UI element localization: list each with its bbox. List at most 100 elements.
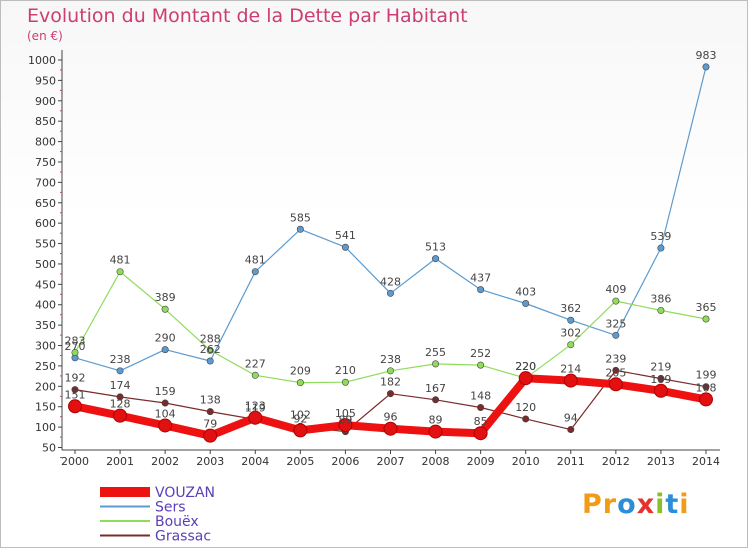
point-sers xyxy=(161,346,169,354)
point-vouzan xyxy=(68,399,82,414)
y-tick-label: 100 xyxy=(35,421,56,434)
point-grassac xyxy=(161,399,169,407)
data-label-grassac: 167 xyxy=(425,382,446,395)
x-tick-label: 2000 xyxy=(61,455,89,468)
point-grassac xyxy=(432,396,440,404)
point-grassac xyxy=(206,408,214,416)
point-grassac xyxy=(71,386,79,394)
y-tick-label: 250 xyxy=(35,360,56,373)
x-tick-label: 2010 xyxy=(512,455,540,468)
data-label-bou-x: 386 xyxy=(650,292,671,305)
data-label-bou-x: 220 xyxy=(515,360,536,373)
data-label-sers: 437 xyxy=(470,272,491,285)
data-label-grassac: 148 xyxy=(470,390,491,403)
point-bou-x xyxy=(341,378,349,386)
data-label-sers: 290 xyxy=(155,332,176,345)
point-sers xyxy=(341,243,349,251)
data-label-sers: 262 xyxy=(200,343,221,356)
x-tick-label: 2006 xyxy=(331,455,359,468)
x-tick-label: 2003 xyxy=(196,455,224,468)
data-label-sers: 270 xyxy=(65,340,86,353)
point-sers xyxy=(116,367,124,375)
point-vouzan xyxy=(698,392,713,407)
point-bou-x xyxy=(251,371,259,379)
point-sers xyxy=(567,316,575,324)
data-label-bou-x: 227 xyxy=(245,357,266,370)
legend-label-sers: Sers xyxy=(155,500,186,516)
data-label-vouzan: 85 xyxy=(474,415,488,428)
data-label-sers: 513 xyxy=(425,241,446,254)
point-sers xyxy=(477,286,485,294)
point-vouzan xyxy=(383,421,398,436)
x-tick-label: 2012 xyxy=(602,455,630,468)
y-tick-label: 700 xyxy=(35,176,56,189)
data-label-vouzan: 104 xyxy=(155,407,176,420)
point-sers xyxy=(206,357,214,365)
point-grassac xyxy=(522,415,530,423)
point-bou-x xyxy=(567,341,575,349)
data-label-grassac: 219 xyxy=(650,361,671,374)
logo-letter: P xyxy=(582,489,603,520)
y-tick-label: 950 xyxy=(35,74,56,87)
data-label-grassac: 174 xyxy=(110,379,131,392)
data-label-vouzan: 92 xyxy=(293,412,307,425)
legend-label-bou-x: Bouëx xyxy=(155,514,199,530)
y-tick-label: 200 xyxy=(35,380,56,393)
data-label-grassac: 102 xyxy=(290,408,311,421)
point-vouzan xyxy=(428,424,443,439)
y-tick-label: 500 xyxy=(35,258,56,271)
data-label-bou-x: 288 xyxy=(200,332,221,345)
data-label-vouzan: 79 xyxy=(203,418,217,431)
data-label-vouzan: 123 xyxy=(245,400,266,413)
data-label-vouzan: 89 xyxy=(429,414,443,427)
data-label-bou-x: 238 xyxy=(380,353,401,366)
y-tick-label: 350 xyxy=(35,319,56,332)
data-label-sers: 539 xyxy=(650,230,671,243)
data-label-sers: 428 xyxy=(380,275,401,288)
y-tick-label: 600 xyxy=(35,217,56,230)
proxiti-logo: Proxiti xyxy=(582,489,690,520)
data-label-vouzan: 128 xyxy=(110,398,131,411)
point-bou-x xyxy=(432,360,440,368)
data-label-grassac: 119 xyxy=(245,401,266,414)
point-bou-x xyxy=(116,268,124,276)
data-label-vouzan: 205 xyxy=(605,366,626,379)
point-vouzan xyxy=(248,410,263,425)
data-label-sers: 362 xyxy=(560,302,581,315)
point-vouzan xyxy=(653,383,668,398)
point-vouzan xyxy=(338,418,353,433)
data-label-bou-x: 409 xyxy=(605,283,626,296)
y-tick-label: 50 xyxy=(42,442,56,455)
data-label-vouzan: 96 xyxy=(383,411,397,424)
y-tick-label: 450 xyxy=(35,278,56,291)
y-tick-label: 900 xyxy=(35,95,56,108)
point-bou-x xyxy=(477,361,485,369)
point-bou-x xyxy=(206,346,214,354)
data-label-grassac: 120 xyxy=(515,401,536,414)
data-label-sers: 585 xyxy=(290,211,311,224)
data-label-bou-x: 252 xyxy=(470,347,491,360)
data-label-grassac: 94 xyxy=(564,412,578,425)
data-label-bou-x: 210 xyxy=(335,364,356,377)
data-label-bou-x: 389 xyxy=(155,291,176,304)
data-label-bou-x: 302 xyxy=(560,327,581,340)
data-label-bou-x: 365 xyxy=(695,301,716,314)
x-tick-label: 2013 xyxy=(647,455,675,468)
x-tick-label: 2001 xyxy=(106,455,134,468)
y-tick-label: 550 xyxy=(35,238,56,251)
point-sers xyxy=(657,244,665,252)
point-sers xyxy=(251,268,259,276)
point-grassac xyxy=(477,404,485,412)
y-tick-label: 650 xyxy=(35,197,56,210)
logo-letter: r xyxy=(602,489,618,520)
chart-title: Evolution du Montant de la Dette par Hab… xyxy=(27,5,468,27)
x-tick-label: 2002 xyxy=(151,455,179,468)
point-vouzan xyxy=(563,373,578,388)
y-tick-label: 400 xyxy=(35,299,56,312)
point-sers xyxy=(522,300,530,308)
data-label-grassac: 138 xyxy=(200,394,221,407)
y-tick-label: 150 xyxy=(35,401,56,414)
